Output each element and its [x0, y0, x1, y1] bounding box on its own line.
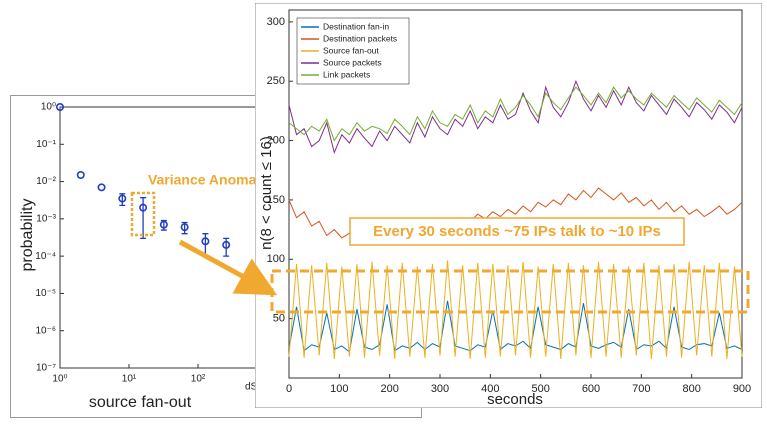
- legend-label: Source packets: [323, 57, 382, 67]
- x-tick-label: 10¹: [122, 374, 137, 385]
- x-tick-label: 600: [582, 383, 600, 395]
- y-axis-label: n(8 < count ≤ 16): [258, 136, 275, 250]
- x-tick-label: 500: [531, 383, 549, 395]
- highlight-box: [130, 191, 156, 237]
- x-tick-label: 400: [481, 383, 499, 395]
- y-tick-label: 10⁻⁴: [35, 251, 56, 262]
- y-tick-label: 10⁻¹: [36, 139, 56, 150]
- y-tick-label: 10⁻⁶: [35, 325, 56, 336]
- annotation: Variance Anomaly: [148, 172, 268, 188]
- x-tick-label: 10⁰: [52, 374, 67, 385]
- y-tick-label: 100: [267, 253, 285, 265]
- x-tick-label: 300: [431, 383, 449, 395]
- x-tick-label: 700: [632, 383, 650, 395]
- y-tick-label: 150: [267, 194, 285, 206]
- x-tick-label: 900: [733, 383, 751, 395]
- y-tick-label: 200: [267, 134, 285, 146]
- point: [97, 183, 106, 192]
- point: [76, 171, 85, 180]
- x-tick-label: 800: [682, 383, 700, 395]
- timeseries-panel: n(8 < count ≤ 16) seconds 50 100 150 200 250…: [255, 3, 762, 408]
- y-tick-label: 10⁻³: [36, 213, 56, 224]
- point: [139, 203, 148, 212]
- plot-area: [288, 9, 743, 379]
- x-tick-label: 100: [330, 383, 348, 395]
- x-tick-label: 200: [380, 383, 398, 395]
- series-line: [288, 260, 743, 360]
- y-tick-label: 300: [267, 16, 285, 28]
- y-tick-label: 10⁻⁵: [35, 288, 56, 299]
- point: [159, 220, 168, 229]
- legend-label: Destination packets: [323, 33, 397, 43]
- legend-label: Source fan-out: [323, 45, 379, 55]
- x-note: dS: [245, 382, 258, 393]
- y-tick-label: 10⁻⁷: [36, 363, 56, 374]
- y-tick-label: 250: [267, 75, 285, 87]
- x-tick-label: 0: [286, 383, 292, 395]
- legend-label: Destination fan-in: [323, 21, 389, 31]
- series-line: [288, 300, 743, 353]
- point: [55, 103, 64, 112]
- series-line: [288, 86, 743, 142]
- x-axis-label: source fan-out: [89, 394, 192, 411]
- legend-label: Link packets: [323, 69, 370, 79]
- series-line: [288, 79, 743, 155]
- y-tick-label: 10⁻²: [36, 176, 56, 187]
- point: [118, 194, 127, 203]
- y-tick-label: 10⁰: [41, 102, 56, 113]
- x-axis-label: seconds: [487, 391, 543, 408]
- y-tick-label: 50: [273, 313, 285, 325]
- point: [180, 223, 189, 232]
- y-axis-label: probability: [19, 199, 36, 272]
- x-tick-label: 10²: [191, 374, 206, 385]
